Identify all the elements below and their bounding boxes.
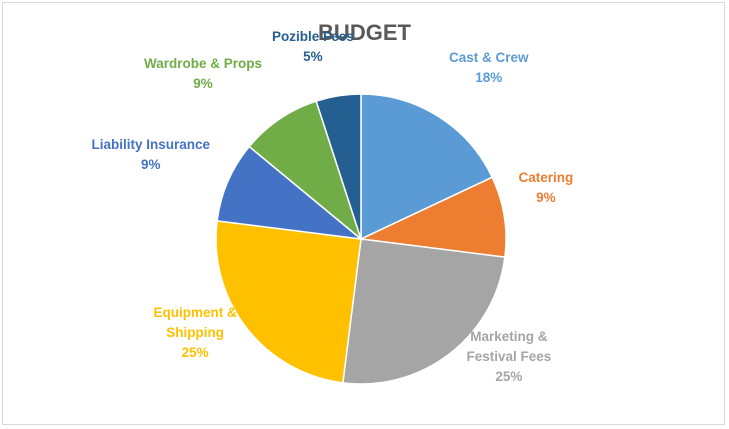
data-label-value: 9% (193, 76, 213, 91)
chart-title: BUDGET (318, 20, 411, 45)
data-label-category: Marketing & (470, 329, 548, 344)
data-label-category: Festival Fees (466, 349, 552, 364)
data-label-category: Pozible Fees (272, 29, 354, 44)
data-label-category: Shipping (166, 325, 224, 340)
pie-slice-marketing-festival-fees (341, 238, 506, 385)
data-label-category: Wardrobe & Props (144, 56, 263, 71)
data-label-cast-crew: Cast & Crew 18% (449, 48, 529, 88)
pie-slice-catering (358, 176, 507, 259)
data-label-wardrobe-props: Wardrobe & Props 9% (144, 54, 262, 94)
pie-slice-cast-crew (360, 93, 494, 241)
data-label-value: 25% (181, 345, 209, 360)
data-label-value: 9% (536, 190, 556, 205)
data-label-category: Liability Insurance (91, 137, 211, 152)
pie-slice-pozible-fees (315, 93, 362, 240)
data-label-catering: Catering 9% (519, 168, 574, 208)
data-label-equipment-shipping: Equipment & Shipping 25% (154, 303, 237, 363)
data-label-value: 9% (141, 157, 161, 172)
data-label-value: 25% (495, 369, 523, 384)
data-label-category: Equipment & (153, 305, 237, 320)
data-label-value: 18% (475, 70, 503, 85)
pie-slice-liability-insurance (216, 145, 364, 241)
data-label-marketing-festival-fees: Marketing & Festival Fees 25% (467, 327, 552, 387)
pie-slice-wardrobe-props (248, 100, 363, 242)
pie-slice-equipment-shipping (215, 219, 362, 384)
data-label-category: Cast & Crew (449, 50, 529, 65)
data-label-category: Catering (518, 170, 574, 185)
data-label-pozible-fees: Pozible Fees 5% (272, 27, 354, 67)
data-label-liability-insurance: Liability Insurance 9% (92, 135, 211, 175)
data-label-value: 5% (303, 49, 323, 64)
